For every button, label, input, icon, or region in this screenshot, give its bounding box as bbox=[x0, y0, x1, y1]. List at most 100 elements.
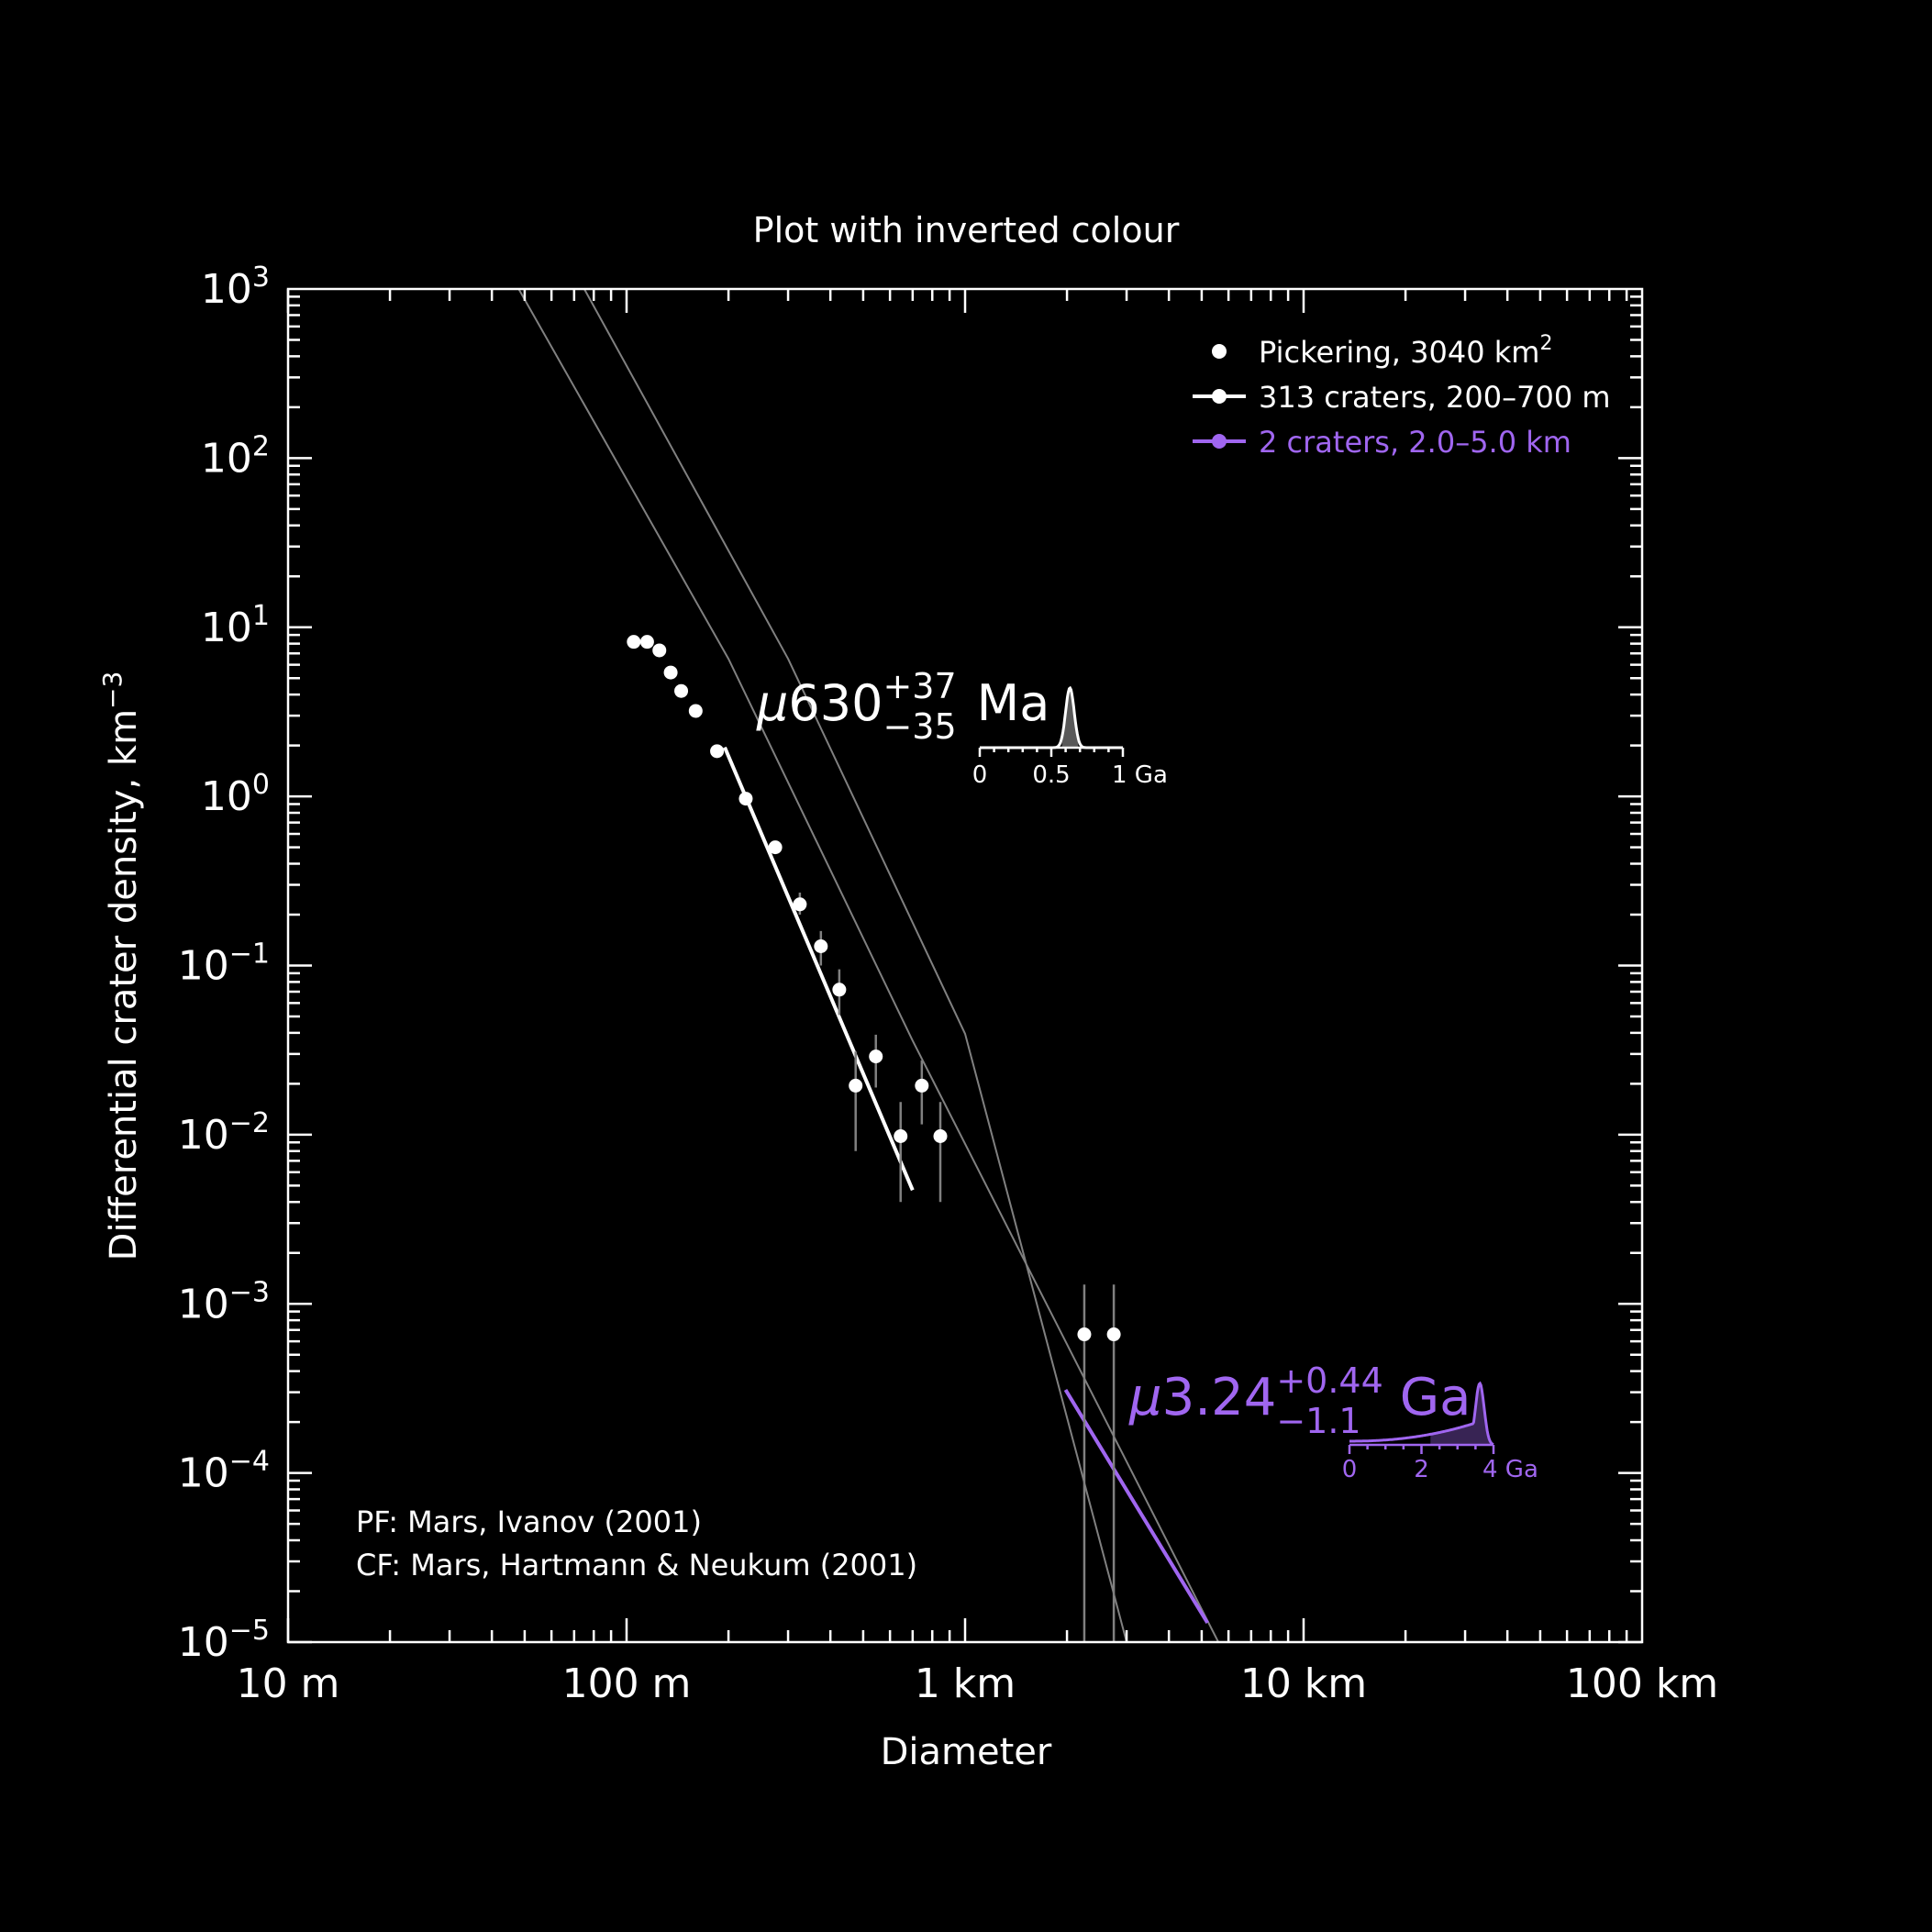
legend-marker bbox=[1212, 434, 1227, 449]
y-tick-exp: −5 bbox=[229, 1615, 270, 1647]
age-unit: Ga bbox=[1400, 1368, 1471, 1427]
age-err-minus: −1.1 bbox=[1276, 1401, 1360, 1441]
data-marker bbox=[1077, 1327, 1092, 1342]
chart-title: Plot with inverted colour bbox=[753, 210, 1180, 250]
production-function-note: PF: Mars, Ivanov (2001) bbox=[356, 1505, 702, 1539]
data-point bbox=[1106, 1284, 1121, 1642]
data-marker bbox=[933, 1128, 948, 1143]
data-point bbox=[849, 1051, 863, 1151]
age-err-plus: +0.44 bbox=[1276, 1360, 1382, 1401]
age-distribution-shade bbox=[1061, 688, 1079, 748]
data-marker bbox=[793, 897, 807, 912]
data-marker bbox=[768, 840, 783, 855]
data-point bbox=[832, 969, 847, 1016]
y-tick-base: 10 bbox=[201, 773, 252, 820]
data-point bbox=[639, 635, 654, 650]
chronology-notes: PF: Mars, Ivanov (2001) CF: Mars, Hartma… bbox=[356, 1505, 917, 1582]
legend-marker bbox=[1212, 344, 1227, 359]
y-tick-base: 10 bbox=[201, 605, 252, 651]
age-inset-tick-label: 1 Ga bbox=[1112, 761, 1168, 789]
data-points bbox=[627, 635, 1121, 1642]
fit-lines bbox=[723, 746, 1209, 1625]
data-point bbox=[933, 1102, 948, 1203]
legend: Pickering, 3040 km2 313 craters, 200–700 … bbox=[1193, 332, 1611, 460]
data-point bbox=[663, 665, 678, 680]
x-tick-label: 1 km bbox=[915, 1660, 1016, 1707]
data-marker bbox=[869, 1049, 883, 1064]
y-tick-base: 10 bbox=[178, 1450, 229, 1497]
legend-label: Pickering, 3040 km2 bbox=[1259, 332, 1552, 370]
age-err-plus: +37 bbox=[883, 666, 956, 706]
age-annotation: μ3.24+0.44−1.1 Ga 0 2 4 Ga bbox=[1128, 1360, 1538, 1483]
data-point bbox=[894, 1102, 908, 1203]
age-label: μ630+37 bbox=[756, 666, 957, 732]
y-axis-label-sup: −3 bbox=[97, 672, 128, 709]
data-marker bbox=[663, 665, 678, 680]
age-inset-tick-label: 2 bbox=[1414, 1456, 1429, 1483]
age-prefix: μ bbox=[756, 674, 788, 732]
y-tick-base: 10 bbox=[178, 1281, 229, 1327]
age-inset-axis bbox=[978, 746, 1125, 757]
data-marker bbox=[688, 704, 703, 718]
age-inset-tick-label: 0.5 bbox=[1032, 761, 1070, 789]
x-tick-label: 100 m bbox=[562, 1660, 692, 1707]
y-tick-base: 10 bbox=[201, 266, 252, 313]
y-tick-label: 101 bbox=[201, 600, 270, 651]
legend-marker bbox=[1212, 389, 1227, 404]
isochron-curve-2 bbox=[583, 289, 1128, 1642]
data-marker bbox=[915, 1078, 929, 1093]
y-tick-exp: −4 bbox=[229, 1446, 270, 1478]
y-tick-exp: 1 bbox=[252, 600, 270, 632]
x-tick-labels: 10 m 100 m 1 km 10 km 100 km bbox=[237, 1660, 1719, 1707]
age-inset-tick-label: 0 bbox=[972, 761, 988, 789]
data-marker bbox=[639, 635, 654, 650]
age-unit: Ma bbox=[977, 674, 1050, 732]
y-tick-label: 102 bbox=[201, 430, 270, 482]
axes bbox=[286, 287, 1644, 1644]
data-point bbox=[688, 704, 703, 718]
legend-label-text: 313 craters, 200–700 m bbox=[1259, 380, 1611, 415]
legend-label: 2 craters, 2.0–5.0 km bbox=[1259, 425, 1571, 460]
y-tick-label: 10−4 bbox=[178, 1446, 270, 1497]
isochron-curve-1 bbox=[517, 289, 1219, 1642]
y-tick-exp: 3 bbox=[252, 261, 270, 294]
age-inset-axis bbox=[1348, 1443, 1495, 1454]
axis-ticks bbox=[286, 289, 1642, 1644]
data-point bbox=[652, 643, 667, 658]
chronology-function-note: CF: Mars, Hartmann & Neukum (2001) bbox=[356, 1548, 917, 1582]
age-inset-tick-label: 4 Ga bbox=[1482, 1456, 1538, 1483]
age-distribution-inset: 0 2 4 Ga bbox=[1342, 1381, 1538, 1483]
y-axis-label-text: Differential crater density, km bbox=[103, 709, 145, 1260]
y-tick-label: 100 bbox=[201, 769, 270, 820]
age-annotation: μ630+37−35 Ma 0 0.5 1 Ga bbox=[756, 666, 1168, 789]
age-inset-tick-label: 0 bbox=[1342, 1456, 1358, 1483]
data-marker bbox=[832, 983, 847, 997]
data-point bbox=[768, 840, 783, 855]
y-tick-label: 10−5 bbox=[178, 1615, 270, 1666]
fit-line-1 bbox=[723, 746, 915, 1192]
age-value: 3.24 bbox=[1162, 1368, 1277, 1427]
y-tick-base: 10 bbox=[178, 1619, 229, 1666]
age-value: 630 bbox=[788, 674, 883, 732]
y-tick-exp: −2 bbox=[229, 1107, 270, 1139]
fit-line-2 bbox=[1063, 1388, 1209, 1625]
data-marker bbox=[894, 1128, 908, 1143]
data-point bbox=[710, 744, 725, 759]
data-marker bbox=[849, 1078, 863, 1093]
legend-label-text: Pickering, 3040 km bbox=[1259, 335, 1539, 370]
data-point bbox=[869, 1034, 883, 1088]
legend-label-text: 2 craters, 2.0–5.0 km bbox=[1259, 425, 1571, 460]
y-tick-exp: 0 bbox=[252, 769, 270, 801]
data-marker bbox=[814, 938, 828, 953]
x-tick-label: 10 km bbox=[1240, 1660, 1367, 1707]
y-tick-base: 10 bbox=[178, 943, 229, 990]
age-distribution-curve bbox=[1349, 1381, 1494, 1446]
isochron-curves bbox=[517, 289, 1219, 1642]
data-marker bbox=[1106, 1327, 1121, 1342]
data-marker bbox=[627, 635, 641, 650]
y-tick-label: 103 bbox=[201, 261, 270, 313]
x-axis-label: Diameter bbox=[881, 1731, 1052, 1773]
data-point bbox=[627, 635, 641, 650]
data-point bbox=[915, 1060, 929, 1125]
